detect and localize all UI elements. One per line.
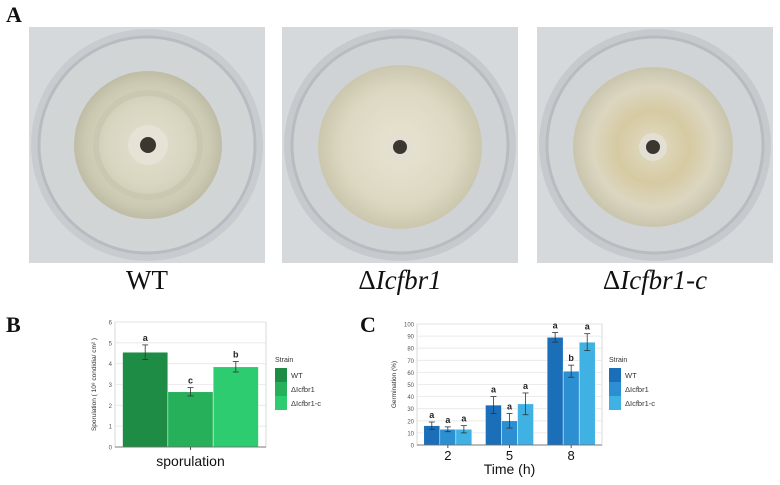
y-tick-label: 10 <box>407 431 414 437</box>
y-tick-label: 0 <box>411 444 415 450</box>
plate-photo-deletion <box>282 27 518 263</box>
x-tick-label: 2 <box>444 448 451 463</box>
y-tick-label: 50 <box>407 383 414 389</box>
plate-label-complemented: ΔIcfbr1-c <box>602 265 708 295</box>
panel-c-label: C <box>360 312 376 337</box>
y-axis-title: Sporulation ( 10⁸ condidia/ cm² ) <box>91 338 98 431</box>
legend-swatch <box>275 382 287 396</box>
significance-label: b <box>568 353 574 363</box>
significance-label: a <box>461 414 467 424</box>
y-tick-label: 40 <box>407 395 414 401</box>
bar <box>212 366 259 448</box>
y-tick-label: 2 <box>109 404 113 410</box>
legend-label: ΔIcfbr1-c <box>291 399 321 408</box>
significance-label: a <box>507 402 513 412</box>
legend-label: ΔIcfbr1 <box>291 385 315 394</box>
sporulation-chart: 0 1 2 3 4 5 6 Sporulation ( 10⁸ condidia/ cm² )… <box>91 321 321 470</box>
y-tick-label: 3 <box>109 383 113 389</box>
y-tick-label: 70 <box>407 359 414 365</box>
x-tick-label: sporulation <box>156 453 225 469</box>
plate-label-deletion: ΔIcfbr1 <box>358 265 442 295</box>
y-tick-label: 6 <box>109 321 113 327</box>
significance-label: a <box>491 385 497 395</box>
y-tick-label: 1 <box>109 425 113 431</box>
bar <box>546 337 564 446</box>
legend-label: WT <box>625 371 637 380</box>
legend-title: Strain <box>609 357 627 364</box>
significance-label: a <box>143 333 149 343</box>
y-axis-title: Germination (%) <box>391 361 398 408</box>
y-tick-label: 4 <box>109 362 113 368</box>
significance-label: b <box>233 350 239 360</box>
legend-swatch <box>275 368 287 382</box>
legend-swatch <box>609 382 621 396</box>
y-tick-label: 20 <box>407 419 414 425</box>
bar <box>122 351 169 448</box>
significance-label: a <box>523 381 529 391</box>
significance-label: a <box>585 322 591 332</box>
panel-a-label: A <box>6 2 22 27</box>
bar <box>562 370 580 446</box>
legend-swatch <box>609 368 621 382</box>
y-tick-label: 80 <box>407 347 414 353</box>
plate-photo-complemented <box>537 27 773 263</box>
x-tick-label: 8 <box>568 448 575 463</box>
plate-photo-wt <box>29 27 265 263</box>
y-tick-label: 5 <box>109 341 113 347</box>
bar <box>167 391 214 448</box>
y-tick-label: 60 <box>407 371 414 377</box>
legend-label: ΔIcfbr1 <box>625 385 649 394</box>
significance-label: a <box>445 415 451 425</box>
legend-label: WT <box>291 371 303 380</box>
significance-label: a <box>429 410 435 420</box>
significance-label: a <box>553 320 559 330</box>
y-tick-label: 0 <box>109 446 113 452</box>
x-axis-title: Time (h) <box>484 461 536 477</box>
significance-label: c <box>188 376 193 386</box>
y-tick-label: 30 <box>407 407 414 413</box>
y-tick-label: 100 <box>404 323 415 329</box>
legend-swatch <box>609 396 621 410</box>
bar <box>578 341 596 446</box>
panel-b-label: B <box>6 312 21 337</box>
y-tick-label: 90 <box>407 335 414 341</box>
legend-label: ΔIcfbr1-c <box>625 399 655 408</box>
legend-title: Strain <box>275 357 293 364</box>
x-tick-label: 5 <box>506 448 513 463</box>
legend-swatch <box>275 396 287 410</box>
plate-label-wt: WT <box>126 265 168 295</box>
